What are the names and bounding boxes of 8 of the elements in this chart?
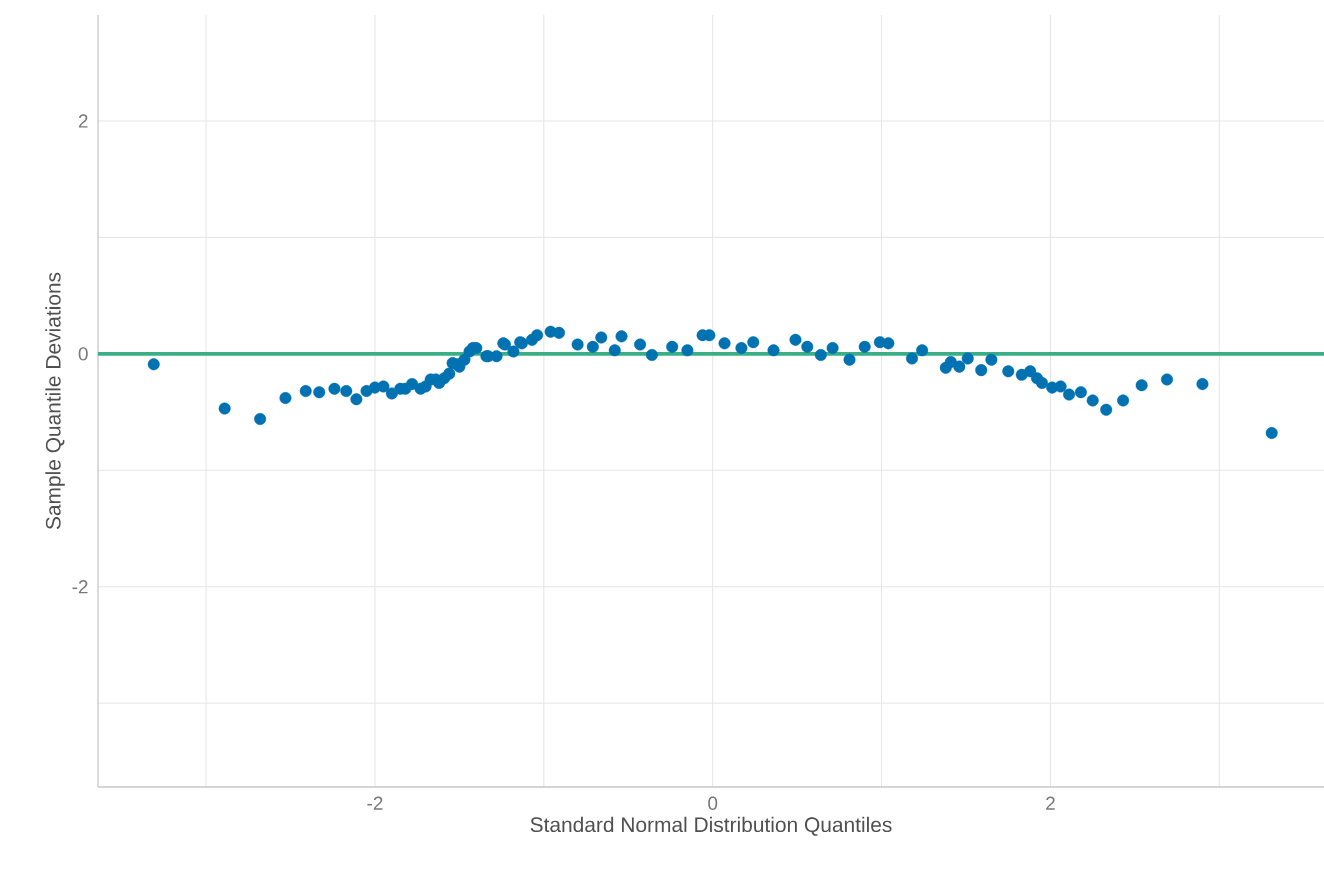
y-tick-label: 0 [78,347,88,361]
y-axis-title: Sample Quantile Deviations [45,272,65,530]
x-tick-label: 2 [1046,796,1055,810]
y-tick-label: -2 [72,580,88,594]
y-tick-label: 2 [78,114,88,128]
x-tick-label: 0 [708,796,718,810]
x-axis-title: Standard Normal Distribution Quantiles [530,816,892,836]
x-tick-label: -2 [367,796,383,810]
